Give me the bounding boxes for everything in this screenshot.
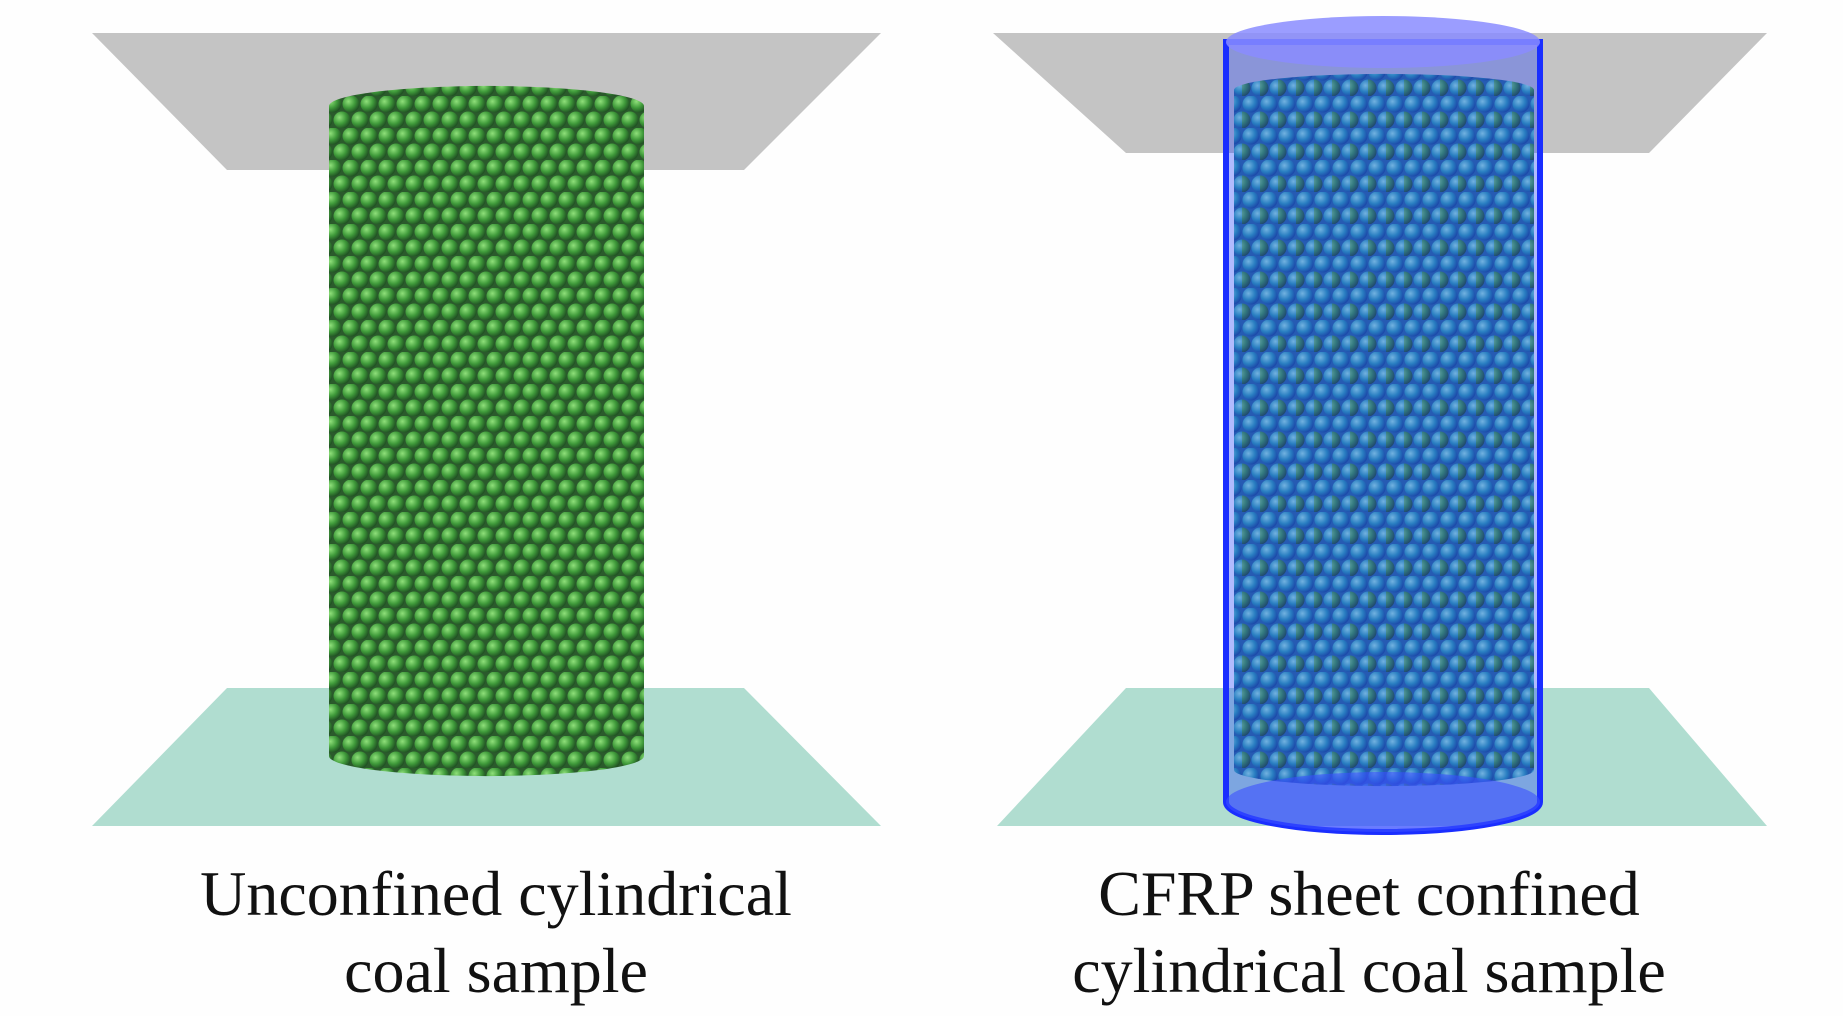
- right-panel: CFRP sheet confined cylindrical coal sam…: [993, 16, 1767, 1006]
- cfrp-top: [1226, 16, 1540, 68]
- left-panel: Unconfined cylindrical coal sample: [92, 33, 881, 1006]
- cfrp-bottom: [1226, 772, 1540, 832]
- caption-line: CFRP sheet confined: [1098, 858, 1640, 929]
- caption-line: coal sample: [344, 935, 648, 1006]
- caption-line: Unconfined cylindrical: [200, 858, 792, 929]
- cfrp-sheet: [1223, 39, 1543, 835]
- caption-line: cylindrical coal sample: [1072, 935, 1666, 1006]
- coal-sample: [329, 85, 644, 777]
- coal-sample: [1234, 73, 1534, 787]
